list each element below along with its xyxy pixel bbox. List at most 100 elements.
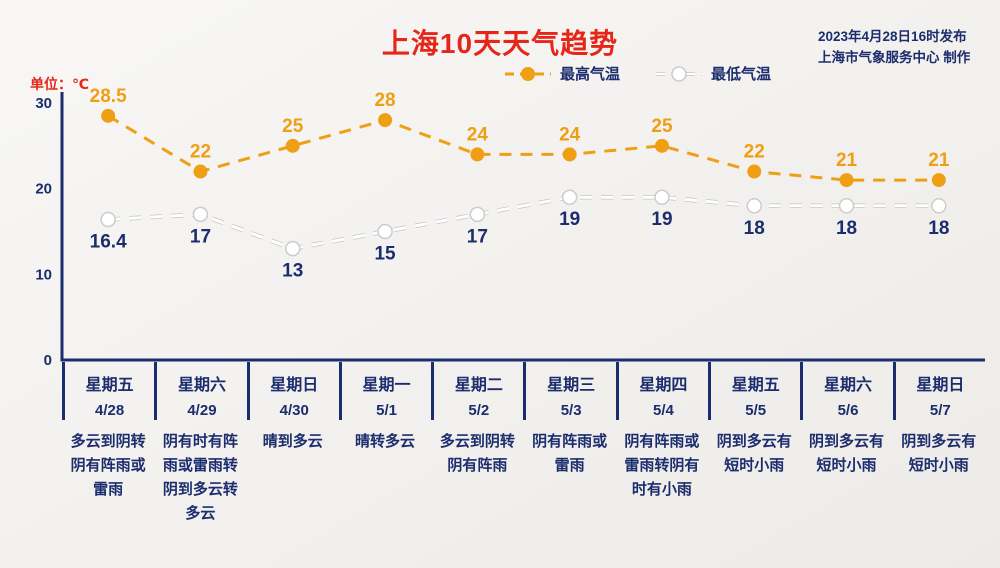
max-temp-line-icon (505, 66, 551, 81)
min-temp-value: 18 (744, 218, 765, 239)
max-temp-point (931, 173, 946, 188)
publish-time: 2023年4月28日16时发布 (818, 29, 967, 44)
max-temp-point (470, 147, 485, 162)
producer: 上海市气象服务中心 制作 (818, 50, 971, 65)
min-temp-point (654, 189, 670, 205)
day-column: 星期五 5/5 阴到多云有短时小雨 (708, 362, 800, 526)
max-temp-value: 25 (282, 116, 304, 137)
weekday-label: 星期五 (85, 377, 134, 394)
max-temp-line (107, 114, 939, 182)
day-column: 星期四 5/4 阴有阵雨或雷雨转阴有时有小雨 (615, 362, 708, 526)
chart-legend: 最高气温 最低气温 (505, 63, 771, 84)
day-column: 星期二 5/2 多云到阴转阴有阵雨 (431, 362, 523, 526)
weather-description: 多云到阴转阴有阵雨或雷雨 (70, 433, 146, 498)
day-date-cell: 星期五 5/5 (708, 362, 800, 420)
day-date-cell: 星期日 4/30 (246, 362, 339, 420)
weather-description: 阴到多云有短时小雨 (809, 433, 885, 474)
min-temp-point (377, 223, 393, 240)
min-temp-point (931, 198, 947, 214)
date-label: 5/7 (929, 402, 951, 419)
min-temp-point (746, 198, 762, 214)
weather-description: 阴到多云有短时小雨 (716, 433, 792, 474)
day-table: 星期五 4/28 多云到阴转阴有阵雨或雷雨 星期六 4/29 阴有时有阵雨或雷雨转阴到多云… (62, 362, 985, 526)
day-column: 星期五 4/28 多云到阴转阴有阵雨或雷雨 (62, 362, 154, 526)
min-temp-value: 18 (928, 218, 949, 239)
max-temp-value: 22 (744, 142, 765, 163)
weekday-label: 星期日 (916, 377, 965, 394)
max-temp-value: 28 (374, 90, 395, 111)
min-temp-line (108, 195, 939, 251)
day-date-cell: 星期三 5/3 (523, 362, 615, 420)
weather-description: 阴有阵雨或雷雨 (532, 433, 608, 474)
date-label: 5/3 (560, 402, 582, 419)
y-tick-label: 30 (35, 95, 52, 112)
max-temp-value: 25 (651, 116, 673, 137)
weekday-label: 星期一 (362, 377, 411, 394)
day-date-cell: 星期五 4/28 (62, 362, 154, 420)
min-temp-value: 17 (467, 226, 488, 247)
min-temp-value: 13 (282, 261, 303, 282)
day-date-cell: 星期一 5/1 (338, 362, 431, 420)
max-temp-point (562, 147, 577, 162)
max-temp-value: 28.5 (90, 86, 127, 107)
max-temp-value: 24 (467, 124, 489, 145)
min-temp-point (561, 189, 578, 205)
min-temp-point (469, 206, 486, 223)
day-column: 星期六 4/29 阴有时有阵雨或雷雨转阴到多云转多云 (154, 362, 246, 526)
date-label: 5/5 (745, 402, 767, 419)
day-column: 星期日 5/7 阴到多云有短时小雨 (892, 362, 985, 526)
weather-description: 多云到阴转阴有阵雨 (439, 433, 515, 474)
min-temp-line-icon (656, 65, 703, 82)
min-temp-value: 19 (559, 209, 580, 230)
date-label: 4/30 (279, 402, 309, 419)
min-temp-point (838, 198, 855, 214)
date-label: 4/28 (95, 402, 125, 419)
min-temp-value: 15 (374, 244, 396, 265)
legend-label-max: 最高气温 (560, 66, 621, 83)
weekday-label: 星期二 (454, 377, 503, 394)
weather-description: 阴有时有阵雨或雷雨转阴到多云转多云 (162, 433, 238, 522)
max-temp-point (378, 113, 393, 128)
min-temp-point (192, 206, 209, 223)
date-label: 5/4 (653, 402, 674, 419)
max-temp-point (285, 138, 300, 153)
min-temp-value: 19 (651, 209, 672, 230)
day-column: 星期一 5/1 晴转多云 (338, 362, 431, 526)
max-temp-point (654, 138, 669, 153)
min-temp-value: 17 (190, 226, 211, 247)
max-temp-point (193, 164, 208, 179)
min-temp-value: 16.4 (90, 232, 127, 253)
min-temp-value: 18 (836, 218, 857, 239)
date-label: 5/1 (376, 402, 397, 419)
weekday-label: 星期四 (639, 377, 688, 394)
publish-info: 2023年4月28日16时发布 上海市气象服务中心 制作 (818, 26, 970, 68)
day-date-cell: 星期日 5/7 (892, 362, 985, 420)
weekday-label: 星期五 (731, 377, 780, 394)
date-label: 5/2 (468, 402, 490, 419)
min-temp-point (285, 240, 301, 257)
weather-description: 晴到多云 (262, 433, 323, 450)
day-date-cell: 星期六 4/29 (154, 362, 246, 420)
day-date-cell: 星期六 5/6 (800, 362, 892, 420)
y-tick-label: 20 (35, 181, 52, 198)
date-label: 4/29 (187, 402, 217, 419)
unit-label: 单位：℃ (30, 76, 89, 92)
weekday-label: 星期六 (824, 377, 873, 394)
weekday-label: 星期日 (270, 377, 319, 394)
y-tick-label: 10 (35, 266, 52, 283)
legend-item-max: 最高气温 (505, 63, 620, 84)
max-temp-value: 21 (836, 150, 858, 171)
day-column: 星期日 4/30 晴到多云 (246, 362, 339, 526)
max-temp-point (839, 173, 854, 188)
weather-description: 阴有阵雨或雷雨转阴有时有小雨 (624, 433, 700, 498)
max-temp-value: 22 (190, 142, 211, 163)
day-column: 星期六 5/6 阴到多云有短时小雨 (800, 362, 892, 526)
day-column: 星期三 5/3 阴有阵雨或雷雨 (523, 362, 615, 526)
y-tick-label: 0 (44, 352, 52, 369)
weekday-label: 星期六 (177, 377, 226, 394)
page-title: 上海10天天气趋势 (381, 28, 619, 59)
weekday-label: 星期三 (547, 377, 596, 394)
legend-label-min: 最低气温 (711, 66, 772, 83)
max-temp-value: 24 (559, 124, 581, 145)
